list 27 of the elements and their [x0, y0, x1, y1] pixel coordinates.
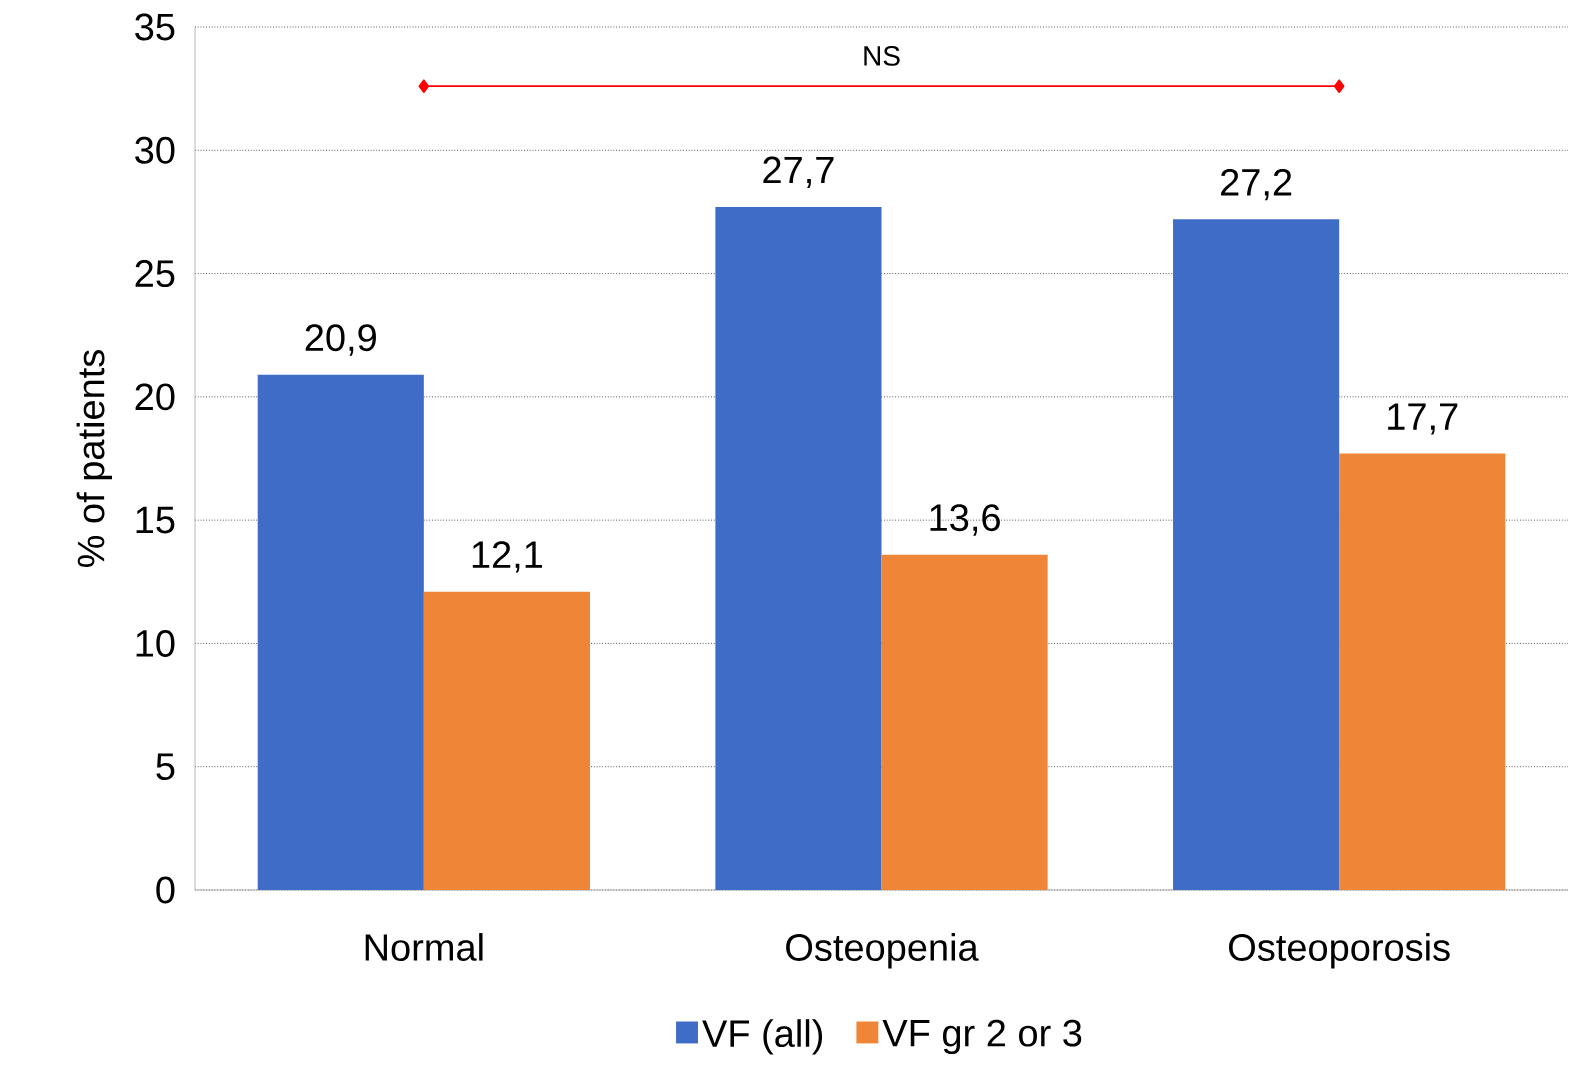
y-tick-label: 30 — [135, 136, 175, 164]
data-label: 27,7 — [763, 156, 834, 188]
legend-label: VF gr 2 or 3 — [882, 1019, 1082, 1055]
x-tick-label: Normal — [365, 933, 483, 961]
y-tick-label: 5 — [156, 753, 175, 780]
bar — [257, 374, 424, 890]
y-tick-label: 35 — [135, 13, 175, 41]
data-label: 13,6 — [930, 504, 1000, 536]
annotation: NS — [864, 46, 900, 66]
data-label: 12,1 — [472, 541, 543, 573]
y-tick-label: 10 — [136, 629, 175, 657]
y-tick-label: 20 — [135, 383, 175, 411]
bar — [423, 591, 590, 890]
data-label: 27,2 — [1221, 168, 1292, 201]
legend-label: VF (all) — [702, 1019, 823, 1055]
x-tick-label: Osteoporosis — [1229, 933, 1450, 969]
x-tick-label: Osteopenia — [786, 933, 979, 969]
y-tick-label: 15 — [136, 506, 175, 534]
bar — [1339, 453, 1506, 890]
data-label: 17,7 — [1388, 403, 1458, 435]
bar — [715, 206, 882, 890]
bar — [1173, 219, 1340, 890]
bar — [881, 554, 1048, 890]
y-tick-label: 25 — [135, 260, 175, 288]
y-tick-label: 0 — [156, 876, 175, 904]
y-axis-title: % of patients — [76, 350, 112, 567]
data-label: 20,9 — [305, 324, 376, 356]
